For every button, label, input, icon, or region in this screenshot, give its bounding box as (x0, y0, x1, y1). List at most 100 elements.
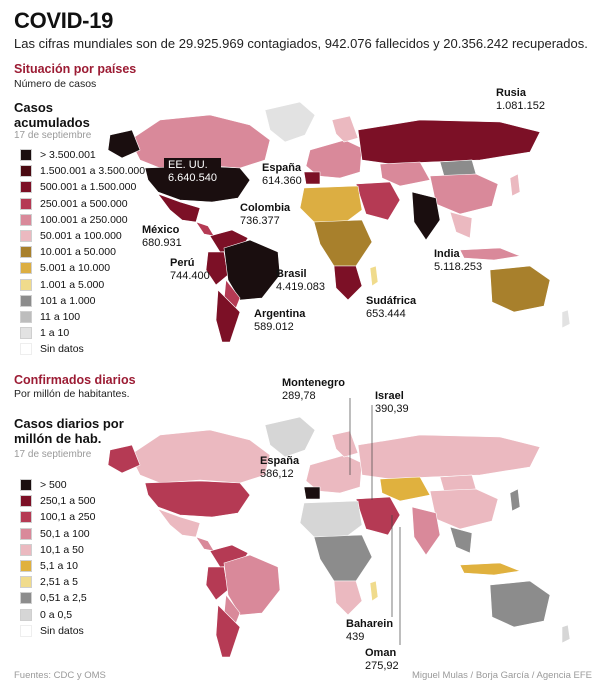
map1-legend-swatch (20, 197, 32, 210)
map2-legend-swatch (20, 543, 32, 556)
map1-greenland (264, 101, 316, 143)
map2-indonesia (459, 562, 522, 576)
map2-scandinavia (331, 430, 359, 458)
map1-legend-item: 500.001 a 1.500.000 (20, 180, 136, 194)
map2-legend-item: 2,51 a 5 (20, 575, 78, 589)
map1-legend-label: 500.001 a 1.500.000 (40, 181, 137, 194)
map1-legend-swatch (20, 262, 32, 275)
map2-legend-swatch (20, 576, 32, 589)
map1-label-colombia: Colombia 736.377 (240, 202, 291, 227)
map2-legend-item: 0 a 0,5 (20, 608, 72, 622)
map2-russia (357, 434, 541, 480)
map1-legend-item: 5.001 a 10.000 (20, 261, 110, 275)
map2-label-oman: Oman 275,92 (365, 647, 399, 672)
map2-legend-item: 50,1 a 100 (20, 527, 90, 541)
map2-label-israel: Israel 390,39 (375, 390, 409, 415)
map1-legend-swatch (20, 294, 32, 307)
map2-japan (509, 488, 521, 512)
map1-china (429, 173, 499, 215)
page-title: COVID-19 (14, 8, 114, 33)
map2-usa (144, 480, 251, 518)
map1-legend-item: 250.001 a 500.000 (20, 197, 128, 211)
map2-legend-swatch (20, 527, 32, 540)
map1-legend-date: 17 de septiembre (14, 130, 92, 141)
map1-label-peru: Perú 744.400 (170, 257, 210, 282)
map2-legend-title-line1: Casos diarios por (14, 416, 124, 431)
map2-legend-date: 17 de septiembre (14, 449, 92, 460)
footer-credits: Miguel Mulas / Borja García / Agencia EF… (411, 670, 592, 681)
map1-section-title: Situación por países (14, 62, 137, 76)
map1-label-russia: Rusia 1.081.152 (496, 87, 545, 112)
map2-china (429, 488, 499, 530)
map2-legend-label: 0 a 0,5 (40, 608, 73, 621)
map2-alaska (107, 444, 141, 474)
map1-legend-label: 1.500.001 a 3.500.000 (40, 165, 146, 178)
map1-label-argentina: Argentina 589.012 (254, 308, 306, 333)
map2-legend-title: Casos diarios por millón de hab. (14, 416, 124, 446)
map2-central-america (195, 536, 215, 552)
map2-legend-swatch (20, 624, 32, 637)
map1-russia (357, 119, 541, 165)
map2-europe (305, 454, 363, 494)
map2-middle-east (355, 496, 401, 536)
map2-legend-swatch (20, 560, 32, 572)
map1-legend-swatch (20, 230, 32, 242)
map1-label-india: India 5.118.253 (434, 248, 483, 273)
map1-legend-item: > 3.500.001 (20, 148, 96, 162)
map1-label-south-africa: Sudáfrica 653.444 (366, 295, 417, 320)
map1-middle-east (355, 181, 401, 221)
map2-legend-swatch (20, 495, 32, 508)
map1-madagascar (369, 265, 379, 287)
map1-central-asia (379, 161, 431, 187)
map2-legend-item: 250,1 a 500 (20, 494, 95, 508)
map1-legend-title-line1: Casos (14, 100, 54, 115)
map2-legend-swatch (20, 511, 32, 524)
map1-legend-label: 11 a 100 (40, 311, 81, 323)
map1-legend-swatch (20, 343, 32, 356)
map2-peru (205, 566, 229, 601)
map1-legend-label: Sin datos (40, 343, 84, 356)
map1-section-subtitle: Número de casos (14, 78, 97, 90)
map1-indonesia (459, 247, 522, 261)
map1-peru (205, 251, 229, 286)
map2-se-asia (449, 526, 473, 554)
map1-world-map (107, 101, 571, 343)
map1-legend-item: 1 a 10 (20, 326, 69, 340)
map2-legend-label: Sin datos (40, 624, 84, 637)
page-subtitle: Las cifras mundiales son de 29.925.969 c… (14, 36, 588, 51)
map1-north-africa (299, 185, 363, 223)
map2-australia (489, 580, 551, 628)
map1-legend-item: Sin datos (20, 342, 84, 356)
map2-label-bahrain: Baharein 439 (346, 618, 394, 643)
map1-label-spain: España 614.360 (262, 162, 302, 187)
map1-label-mexico: México 680.931 (142, 224, 182, 249)
footer-sources: Fuentes: CDC y OMS (14, 670, 106, 681)
map1-india (411, 191, 441, 241)
map1-japan (509, 173, 521, 197)
map2-legend-swatch (20, 479, 32, 491)
map2-section-subtitle: Por millón de habitantes. (14, 388, 130, 400)
map2-brazil (223, 554, 281, 616)
map1-legend-label: 1.001 a 5.000 (40, 278, 105, 291)
map2-legend-title-line2: millón de hab. (14, 431, 102, 446)
map2-legend-label: 2,51 a 5 (40, 576, 78, 589)
map2-label-montenegro: Montenegro 289,78 (282, 377, 345, 402)
map2-legend-item: 0,51 a 2,5 (20, 591, 87, 605)
map2-legend-label: > 500 (40, 479, 67, 491)
map1-europe (305, 139, 363, 179)
map1-legend-label: 50.001 a 100.000 (40, 230, 122, 242)
map2-mongolia (439, 474, 477, 492)
map1-legend-label: 5.001 a 10.000 (40, 262, 111, 275)
map1-legend-label: 1 a 10 (40, 327, 70, 340)
map2-legend-label: 5,1 a 10 (40, 560, 78, 572)
map2-india (411, 506, 441, 556)
map1-south-africa (333, 265, 363, 301)
map2-greenland (264, 416, 316, 458)
map1-legend-label: 101 a 1.000 (40, 294, 96, 307)
map2-central-africa (313, 534, 373, 582)
map2-legend-item: Sin datos (20, 624, 84, 638)
map1-australia (489, 265, 551, 313)
map1-legend-swatch (20, 278, 32, 291)
map2-canada (129, 429, 271, 484)
map2-label-spain: España 586,12 (260, 455, 300, 480)
